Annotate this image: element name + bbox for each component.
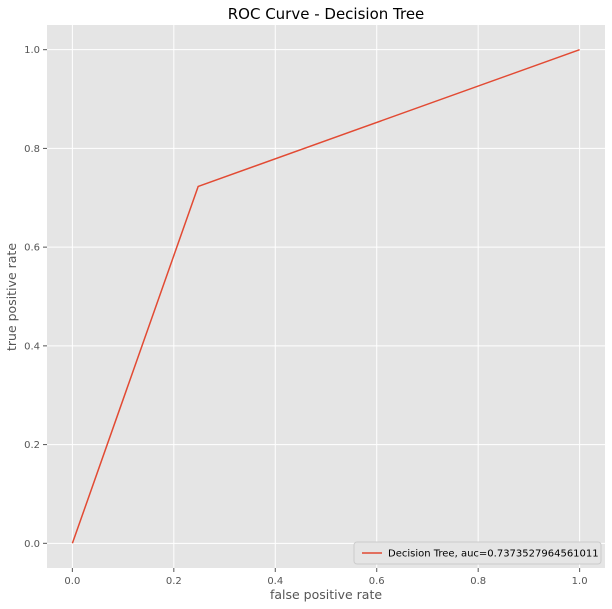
plot-area bbox=[47, 25, 605, 568]
legend-box bbox=[353, 541, 602, 565]
x-tick-label: 0.6 bbox=[369, 576, 385, 587]
roc-curve-line bbox=[71, 48, 580, 544]
legend-entry-label: Decision Tree, auc=0.7373527964561011 bbox=[388, 549, 599, 560]
x-tick-label: 0.4 bbox=[267, 576, 283, 587]
y-axis-label: true positive rate bbox=[4, 243, 19, 351]
y-tick-label: 0.0 bbox=[24, 539, 40, 550]
x-tick-label: 1.0 bbox=[572, 576, 588, 587]
y-tick-label: 0.4 bbox=[24, 341, 40, 352]
chart-title: ROC Curve - Decision Tree bbox=[228, 5, 425, 23]
y-tick-label: 1.0 bbox=[24, 45, 40, 56]
legend: Decision Tree, auc=0.7373527964561011 bbox=[353, 541, 602, 565]
x-tick-label: 0.2 bbox=[166, 576, 182, 587]
ticks: 0.0 0.2 0.4 0.6 0.8 1.0 0.0 0.2 0.4 0.6 0.8 1.0 bbox=[24, 45, 587, 587]
y-tick-label: 0.6 bbox=[24, 243, 40, 254]
x-tick-label: 0.8 bbox=[470, 576, 486, 587]
x-axis-label: false positive rate bbox=[270, 587, 382, 602]
y-tick-label: 0.2 bbox=[24, 440, 40, 451]
y-tick-label: 0.8 bbox=[24, 144, 40, 155]
grid bbox=[47, 25, 605, 568]
x-tick-label: 0.0 bbox=[64, 576, 80, 587]
series bbox=[71, 48, 580, 544]
